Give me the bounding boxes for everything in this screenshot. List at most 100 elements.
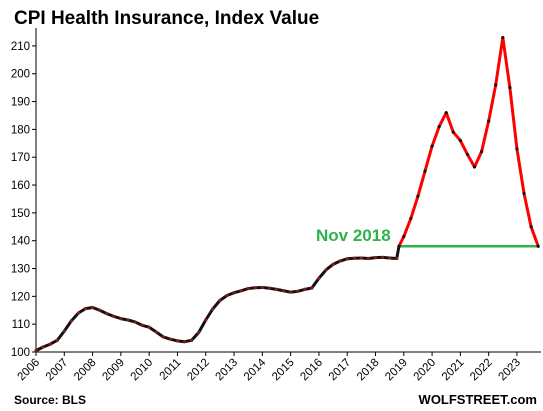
y-tick-label: 210 xyxy=(11,41,30,53)
data-point xyxy=(239,289,243,293)
data-point xyxy=(90,305,95,310)
y-tick-label: 180 xyxy=(11,124,30,136)
data-point xyxy=(529,225,533,229)
data-point xyxy=(388,256,392,260)
data-point xyxy=(260,285,264,290)
data-point xyxy=(536,244,540,248)
data-point xyxy=(397,244,401,248)
data-point xyxy=(515,147,519,151)
x-tick-label: 2011 xyxy=(158,357,184,383)
data-point xyxy=(48,342,52,346)
data-point xyxy=(430,144,434,148)
series-group xyxy=(34,35,540,353)
data-point xyxy=(487,119,491,123)
data-point xyxy=(225,293,229,298)
data-point xyxy=(303,287,307,291)
x-tick-label: 2008 xyxy=(72,357,99,384)
y-axis-ticks: 100 110 120 130 140 150 160 170 180 190 200 210 xyxy=(11,41,36,359)
y-tick-label: 200 xyxy=(11,69,30,81)
data-point xyxy=(204,318,208,322)
data-point xyxy=(331,262,335,266)
x-tick-label: 2006 xyxy=(16,357,43,384)
data-point xyxy=(352,256,356,260)
series-line-2 xyxy=(397,36,540,248)
x-tick-label: 2014 xyxy=(242,356,269,383)
x-tick-label: 2016 xyxy=(298,357,325,384)
data-point xyxy=(175,339,180,343)
data-point xyxy=(465,152,470,157)
y-tick-label: 130 xyxy=(11,264,30,276)
data-point xyxy=(253,286,257,290)
data-point xyxy=(211,307,215,311)
y-tick-label: 140 xyxy=(11,236,30,248)
data-point xyxy=(83,306,88,311)
x-tick-label: 2010 xyxy=(129,357,156,384)
y-tick-label: 120 xyxy=(11,291,30,303)
data-point xyxy=(501,35,505,40)
data-point xyxy=(479,150,484,154)
data-point xyxy=(140,323,144,327)
x-tick-label: 2020 xyxy=(412,357,439,384)
x-tick-label: 2018 xyxy=(355,357,382,384)
data-point xyxy=(338,259,342,263)
chart-title: CPI Health Insurance, Index Value xyxy=(14,8,319,29)
data-point xyxy=(359,256,363,260)
data-point xyxy=(317,276,321,280)
x-tick-label: 2023 xyxy=(496,357,523,384)
data-point xyxy=(366,256,371,261)
x-tick-label: 2019 xyxy=(383,357,410,384)
x-tick-label: 2015 xyxy=(270,357,297,384)
data-point xyxy=(112,314,116,318)
data-point xyxy=(409,216,413,221)
data-point xyxy=(76,311,81,315)
data-point xyxy=(126,318,130,322)
data-point xyxy=(232,291,236,295)
data-point xyxy=(154,330,158,334)
data-point xyxy=(451,130,455,134)
data-point xyxy=(437,125,441,129)
annotation-label: Nov 2018 xyxy=(316,226,391,245)
y-tick-label: 190 xyxy=(11,97,30,109)
data-point xyxy=(281,289,286,293)
data-point xyxy=(402,234,406,239)
brand-label: WOLFSTREET.com xyxy=(419,392,537,407)
y-tick-label: 110 xyxy=(12,319,30,331)
data-point xyxy=(197,330,201,335)
y-tick-label: 150 xyxy=(11,208,30,220)
data-point xyxy=(274,287,279,291)
data-point xyxy=(69,319,73,323)
data-point xyxy=(444,111,448,115)
data-point xyxy=(423,169,427,173)
data-point xyxy=(168,337,172,341)
y-tick-label: 100 xyxy=(11,347,30,359)
data-point xyxy=(416,194,420,198)
data-point xyxy=(218,298,222,303)
x-tick-label: 2012 xyxy=(185,357,212,384)
data-point xyxy=(182,340,187,344)
data-point xyxy=(289,290,293,294)
data-point xyxy=(267,286,272,290)
data-point xyxy=(62,329,66,333)
data-point xyxy=(34,349,38,353)
series-line-1 xyxy=(34,244,401,353)
data-point xyxy=(98,308,102,312)
x-tick-label: 2017 xyxy=(327,357,354,384)
data-point xyxy=(380,255,385,259)
x-axis-ticks: 2006 2007 2008 2009 2010 2011 2012 2013 2014 2015… xyxy=(16,352,523,384)
data-point xyxy=(324,268,328,272)
data-point xyxy=(296,289,300,293)
data-point xyxy=(310,286,314,290)
data-point xyxy=(345,257,349,261)
data-point xyxy=(472,165,477,169)
data-point xyxy=(105,312,109,316)
data-point xyxy=(246,286,250,291)
data-point xyxy=(508,86,512,90)
data-point xyxy=(494,83,498,87)
x-tick-label: 2022 xyxy=(468,357,495,384)
y-tick-label: 170 xyxy=(11,152,30,164)
data-point xyxy=(190,338,194,342)
x-tick-label: 2013 xyxy=(214,357,241,384)
data-point xyxy=(147,325,151,329)
x-tick-label: 2009 xyxy=(100,357,127,384)
